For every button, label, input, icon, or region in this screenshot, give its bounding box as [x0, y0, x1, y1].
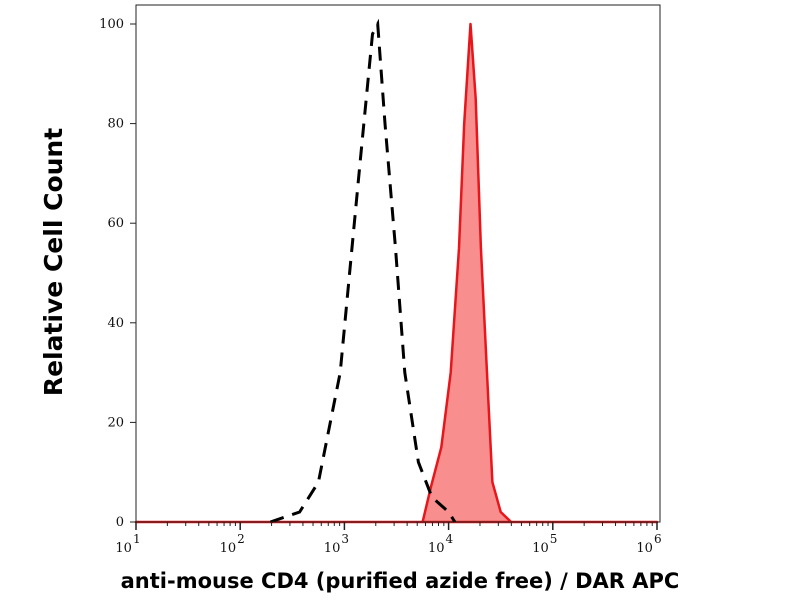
- x-tick-exponent: 4: [446, 532, 454, 546]
- x-tick-exponent: 6: [654, 532, 662, 546]
- y-tick-label: 100: [99, 17, 124, 32]
- y-axis-label: Relative Cell Count: [39, 128, 68, 396]
- x-tick-exponent: 5: [550, 532, 558, 546]
- y-tick-label: 20: [107, 415, 124, 430]
- axes-layer: 0 20 40 60 80 100 101 102 103 104 105 106: [99, 17, 661, 556]
- x-tick-label: 106: [636, 532, 661, 556]
- plot-frame: [135, 4, 661, 523]
- x-axis-label: anti-mouse CD4 (purified azide free) / D…: [121, 569, 680, 593]
- y-tick-label: 80: [107, 117, 124, 132]
- x-tick-label: 105: [532, 532, 557, 556]
- series-line-isotype-control: [269, 18, 457, 524]
- x-tick-exponent: 2: [237, 532, 245, 546]
- x-tick-label: 102: [220, 532, 245, 556]
- y-tick-label: 40: [107, 316, 124, 331]
- series-layer: [134, 18, 659, 524]
- x-tick-label: 101: [115, 532, 140, 556]
- y-tick-label: 0: [116, 515, 124, 530]
- series-area-cd4-stained: [134, 22, 659, 524]
- y-tick-label: 60: [107, 216, 124, 231]
- x-tick-exponent: 3: [341, 532, 349, 546]
- x-tick-label: 104: [428, 532, 454, 556]
- x-tick-label: 103: [324, 532, 349, 556]
- x-tick-exponent: 1: [133, 532, 141, 546]
